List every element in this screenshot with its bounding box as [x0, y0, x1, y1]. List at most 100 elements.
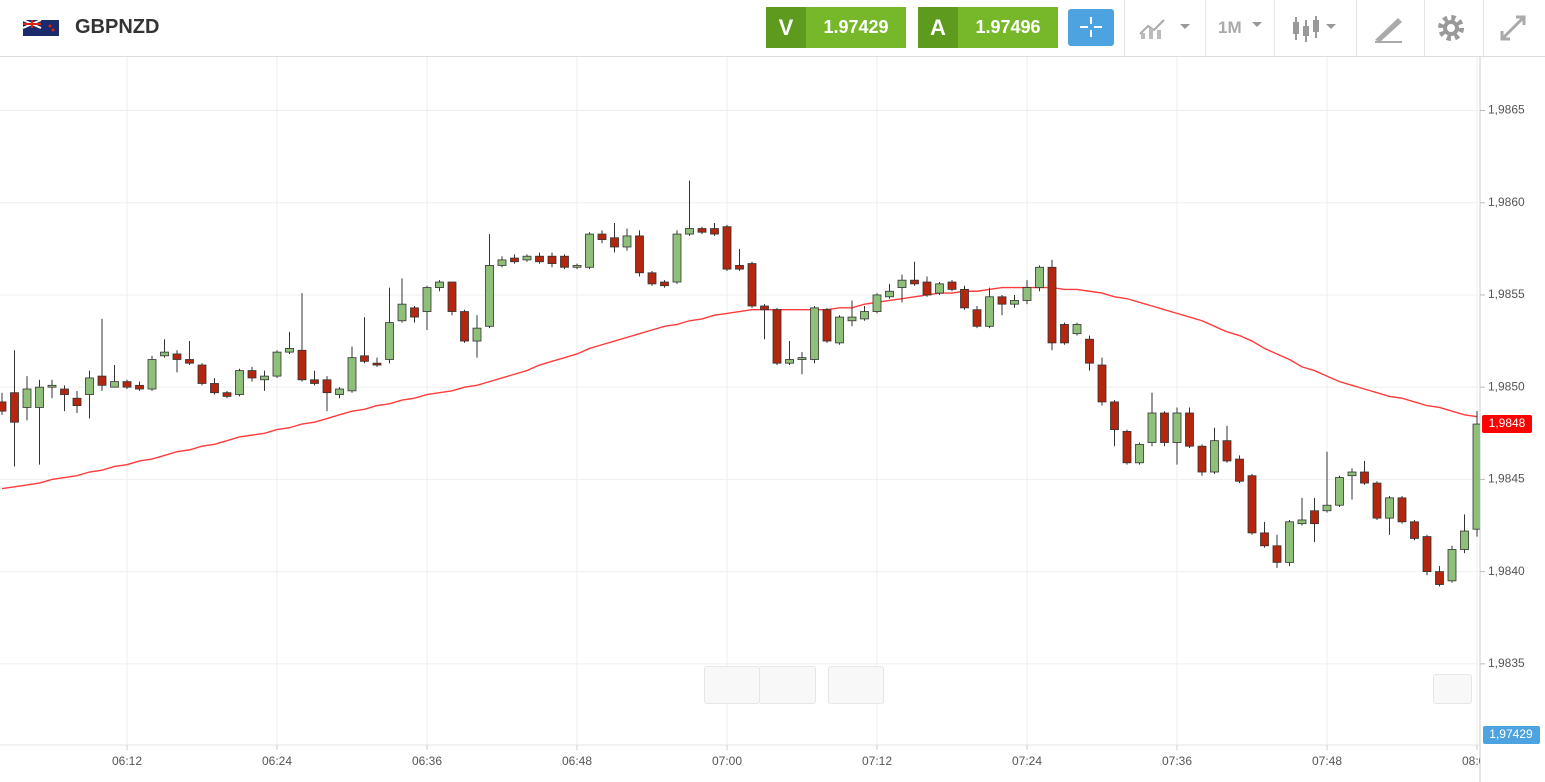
draw-button[interactable] [1372, 14, 1406, 44]
y-tick-label: 1,9855 [1488, 287, 1525, 301]
candle-body [10, 392, 19, 423]
candle-body [1410, 521, 1419, 539]
buy-label: A [930, 14, 946, 40]
candle-body [1097, 364, 1107, 403]
candle-body [885, 290, 894, 298]
x-tick-label: 06:12 [112, 754, 142, 768]
candle-body [572, 265, 582, 268]
timeframe-button[interactable]: 1M [1218, 18, 1242, 38]
candle-body [1285, 521, 1294, 563]
candle-body [1122, 431, 1132, 464]
candle-body [285, 348, 294, 353]
candle-body [1422, 536, 1432, 573]
chart-type-button[interactable] [1138, 16, 1194, 40]
candle-body [110, 381, 119, 388]
candle-body [897, 279, 907, 288]
candle-body [360, 355, 369, 362]
candle-body [447, 281, 457, 312]
candle-style-button[interactable] [1290, 14, 1346, 44]
moving-average-line [1, 286, 1478, 490]
x-tick-label: 07:24 [1012, 754, 1042, 768]
candle-body [372, 362, 382, 366]
buy-button[interactable]: A [918, 7, 958, 48]
candle-body [35, 386, 44, 408]
candle-body [435, 281, 444, 288]
candle-body [72, 397, 82, 407]
y-tick-label: 1,9860 [1488, 195, 1525, 209]
candle-body [397, 303, 407, 322]
candle-body [247, 370, 257, 379]
candle-body [597, 233, 607, 241]
buy-price: 1.97496 [975, 17, 1041, 37]
x-tick-label: 08:00 [1462, 754, 1492, 768]
candle-body [1085, 338, 1094, 364]
candle-body [1047, 266, 1057, 344]
nav-button[interactable] [704, 666, 760, 704]
sell-price-button[interactable]: 1.97429 [806, 7, 906, 48]
candle-body [685, 228, 694, 235]
reset-button[interactable] [1433, 674, 1472, 704]
candle-body [747, 263, 757, 307]
candle-body [972, 309, 982, 327]
candle-body [1147, 412, 1157, 443]
candle-body [97, 375, 107, 386]
price-tag-label: 1,9848 [1489, 416, 1526, 430]
candle-body [722, 226, 732, 270]
candle-body [1135, 443, 1144, 464]
candle-body [347, 357, 357, 392]
candle-body [1460, 530, 1469, 550]
bid-tag [1483, 726, 1540, 744]
candle-body [872, 294, 882, 312]
candle-body [1185, 412, 1194, 447]
x-tick-label: 07:48 [1312, 754, 1342, 768]
candle-body [310, 379, 319, 384]
candle-body [47, 384, 57, 388]
candle-body [160, 351, 169, 357]
grid [0, 57, 1480, 745]
candle-body [947, 281, 957, 290]
candle-body [797, 357, 807, 360]
sell-price: 1.97429 [823, 17, 889, 37]
candle-body [1372, 482, 1382, 519]
candle-body [197, 364, 207, 384]
sell-label: V [778, 14, 794, 40]
candle-body [60, 388, 69, 395]
candle-body [322, 379, 332, 394]
x-tick-label: 07:36 [1162, 754, 1192, 768]
candle-body [472, 327, 482, 342]
candle-body [222, 392, 232, 397]
x-tick-label: 06:48 [562, 754, 592, 768]
nav-button[interactable] [759, 666, 816, 704]
timeframe: 1M [1218, 18, 1242, 37]
candle-body [847, 316, 857, 322]
crosshair-button[interactable] [1068, 9, 1114, 46]
fullscreen-button[interactable] [1498, 13, 1528, 43]
candle-body [710, 228, 719, 235]
candle-body [1347, 471, 1357, 477]
candle-body [0, 401, 7, 412]
candle-body [1210, 440, 1219, 473]
candle-body [935, 283, 944, 294]
candle-body [1385, 497, 1394, 519]
candle-body [522, 255, 532, 261]
settings-button[interactable] [1436, 13, 1466, 43]
axes: 1,9835 1,9840 1,9845 1,9850 1,9855 1,9860 1,98… [112, 103, 1540, 768]
candle-body [910, 279, 919, 285]
candle-body [135, 384, 144, 390]
candle-body [1160, 412, 1169, 443]
candle-body [335, 388, 344, 395]
candle-body [485, 265, 494, 327]
candle-body [547, 255, 557, 264]
candle-body [785, 359, 794, 364]
sell-button[interactable]: V [766, 7, 806, 48]
candle-body [510, 257, 519, 263]
candle-body [1260, 532, 1269, 547]
candle-body [272, 351, 282, 377]
candle-body [460, 311, 469, 342]
candle-body [1022, 287, 1032, 301]
candle-body [772, 309, 782, 364]
nav-button[interactable] [828, 666, 884, 704]
x-tick-label: 07:12 [862, 754, 892, 768]
buy-price-button[interactable]: 1.97496 [958, 7, 1058, 48]
